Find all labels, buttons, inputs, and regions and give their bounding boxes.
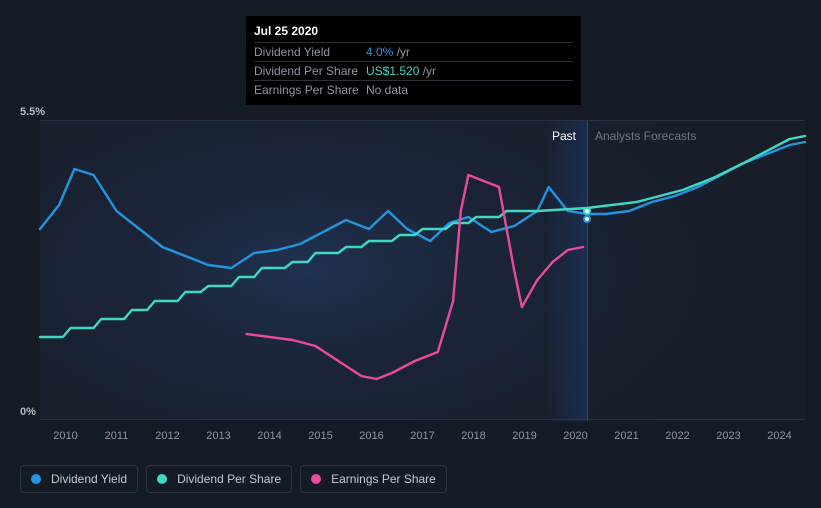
x-tick-label: 2011 [91,430,142,450]
x-tick-label: 2021 [601,430,652,450]
tooltip-row: Dividend Yield4.0% /yr [254,42,573,61]
x-tick-label: 2010 [40,430,91,450]
x-tick-label: 2016 [346,430,397,450]
series-marker [583,215,591,223]
chart-tooltip: Jul 25 2020 Dividend Yield4.0% /yrDivide… [246,16,581,105]
legend-swatch [157,474,167,484]
x-tick-label: 2015 [295,430,346,450]
x-tick-label: 2018 [448,430,499,450]
x-tick-label: 2020 [550,430,601,450]
x-tick-label: 2023 [703,430,754,450]
y-axis-max-label: 5.5% [20,106,45,118]
tooltip-value: No data [366,83,408,97]
tooltip-key: Dividend Per Share [254,64,366,78]
tooltip-date: Jul 25 2020 [254,22,573,42]
x-tick-label: 2013 [193,430,244,450]
plot-area[interactable]: Past Analysts Forecasts [40,120,805,420]
x-tick-label: 2024 [754,430,805,450]
legend-item[interactable]: Earnings Per Share [300,465,447,493]
legend-label: Earnings Per Share [331,472,436,486]
tooltip-row: Dividend Per ShareUS$1.520 /yr [254,61,573,80]
legend-label: Dividend Yield [51,472,127,486]
tooltip-row: Earnings Per ShareNo data [254,80,573,99]
x-tick-label: 2019 [499,430,550,450]
legend: Dividend Yield Dividend Per Share Earnings… [20,465,447,493]
legend-label: Dividend Per Share [177,472,281,486]
tooltip-key: Dividend Yield [254,45,366,59]
legend-swatch [31,474,41,484]
x-axis: 2010201120122013201420152016201720182019… [40,430,805,450]
chart-container: 5.5% 0% Past Analysts Forecasts 20102011… [0,100,821,460]
legend-swatch [311,474,321,484]
series-line [247,175,583,379]
tooltip-key: Earnings Per Share [254,83,366,97]
x-tick-label: 2022 [652,430,703,450]
y-axis-min-label: 0% [20,406,36,418]
tooltip-value: US$1.520 /yr [366,64,436,78]
x-tick-label: 2012 [142,430,193,450]
x-tick-label: 2017 [397,430,448,450]
x-tick-label: 2014 [244,430,295,450]
tooltip-value: 4.0% /yr [366,45,410,59]
legend-item[interactable]: Dividend Yield [20,465,138,493]
legend-item[interactable]: Dividend Per Share [146,465,292,493]
line-series-svg [40,121,805,421]
series-line [40,142,805,268]
